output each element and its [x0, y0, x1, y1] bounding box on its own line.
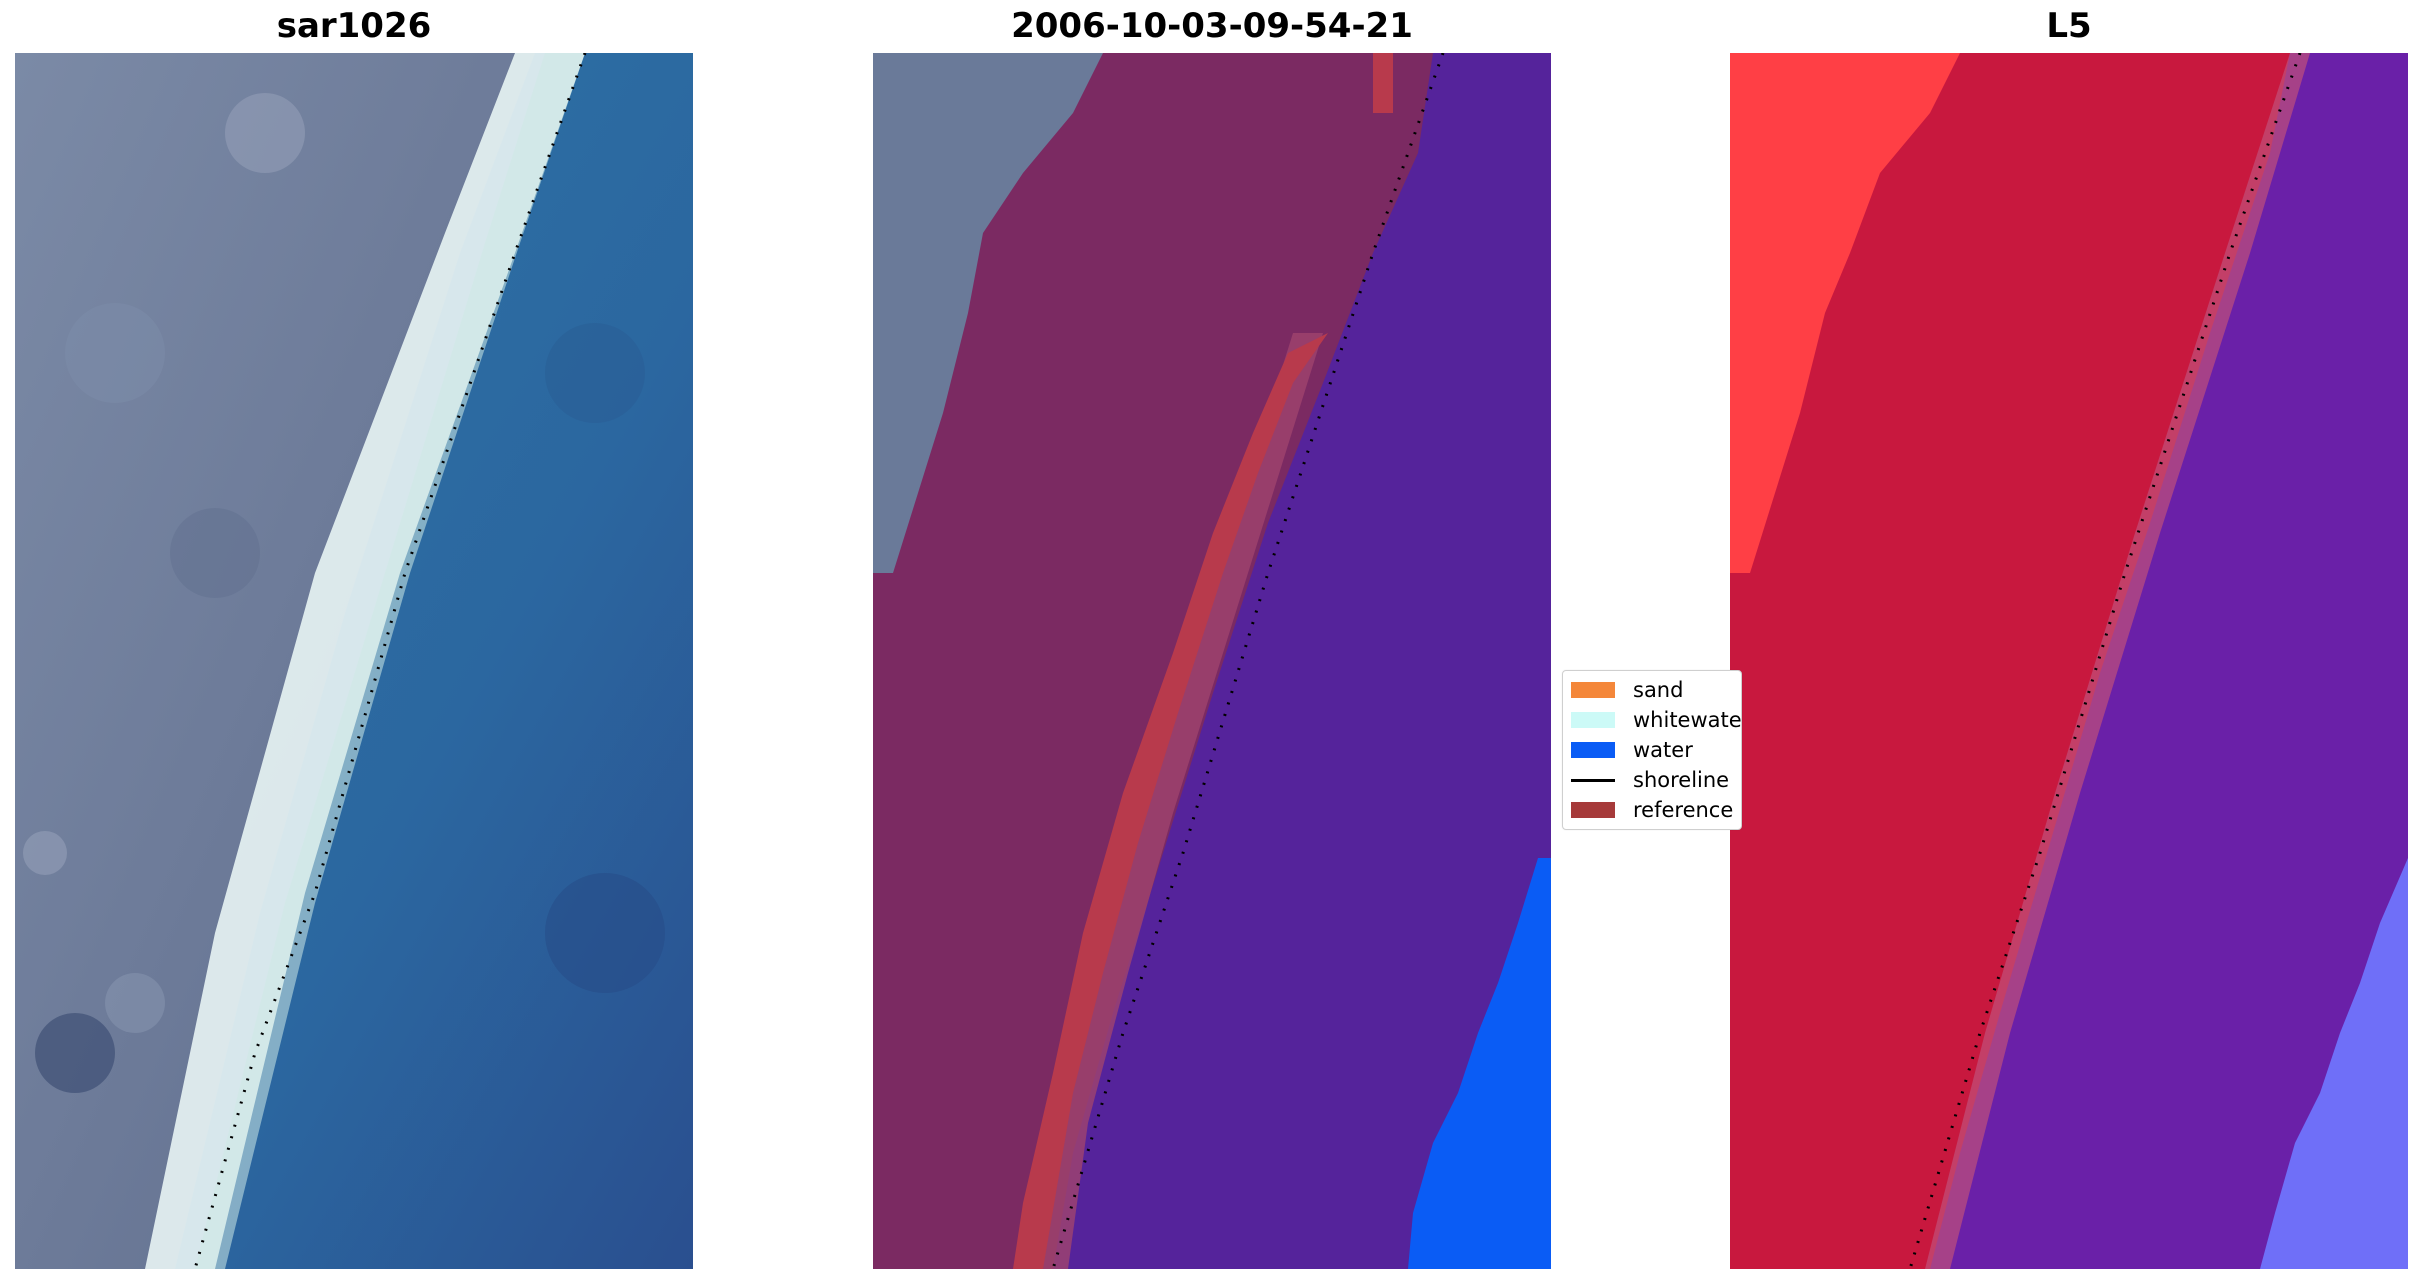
legend: sand whitewater water shoreline referenc… — [1562, 670, 1742, 830]
whitewater-band — [195, 53, 585, 1269]
legend-line-shoreline — [1571, 778, 1615, 782]
legend-label-shoreline: shoreline — [1633, 768, 1730, 792]
legend-item-whitewater: whitewater — [1571, 707, 1742, 733]
legend-item-sand: sand — [1571, 677, 1683, 703]
panel-rgb-image — [15, 53, 693, 1269]
panel-title-image: sar1026 — [276, 6, 432, 46]
legend-swatch-whitewater — [1571, 712, 1615, 728]
legend-swatch-water — [1571, 742, 1615, 758]
panel-title-l5: L5 — [2046, 6, 2092, 46]
legend-item-reference: reference — [1571, 797, 1733, 823]
legend-label-whitewater: whitewater — [1633, 708, 1742, 732]
panel-l5 — [1730, 53, 2408, 1269]
l5-lavender-area — [2260, 858, 2408, 1269]
legend-item-shoreline: shoreline — [1571, 767, 1729, 793]
legend-label-water: water — [1633, 738, 1693, 762]
l5-graphic — [1730, 53, 2408, 1269]
sand-class-strip — [1013, 333, 1328, 1269]
classification-graphic — [873, 53, 1551, 1269]
legend-item-water: water — [1571, 737, 1693, 763]
rgb-image-graphic — [15, 53, 693, 1269]
legend-label-reference: reference — [1633, 798, 1734, 822]
panel-classification — [873, 53, 1551, 1269]
legend-label-sand: sand — [1633, 678, 1684, 702]
panel-title-classification: 2006-10-03-09-54-21 — [1011, 6, 1413, 46]
water-bright-area — [1408, 858, 1551, 1269]
unclassified-area — [873, 53, 1103, 573]
l5-land-area — [1730, 53, 2290, 1269]
l5-red-area — [1730, 53, 1960, 573]
legend-swatch-sand — [1571, 682, 1615, 698]
legend-swatch-reference — [1571, 802, 1615, 818]
